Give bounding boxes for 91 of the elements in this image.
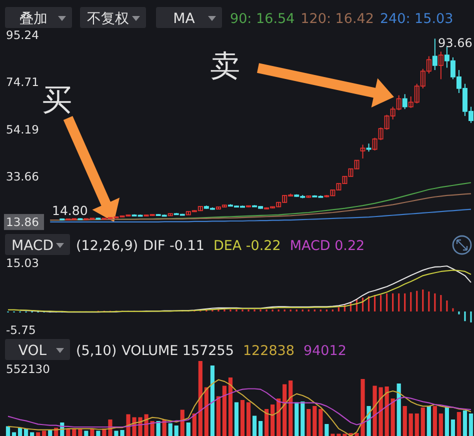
bar — [246, 402, 251, 436]
bar — [30, 432, 34, 436]
bar — [198, 361, 202, 436]
bar — [282, 384, 287, 436]
bar — [288, 380, 293, 436]
legend-title: VOL — [18, 343, 47, 359]
bar — [252, 416, 257, 436]
bar — [12, 432, 16, 436]
bar — [168, 423, 172, 436]
y-tick-label: 15.03 — [6, 256, 39, 270]
bar — [414, 414, 419, 436]
bar — [300, 402, 305, 436]
bar — [396, 384, 401, 436]
bar — [192, 414, 196, 436]
bar — [228, 378, 233, 436]
bar — [240, 400, 245, 436]
bar — [462, 410, 468, 436]
bar — [384, 386, 389, 436]
bar — [180, 410, 184, 436]
bar — [264, 409, 269, 436]
bar — [78, 428, 82, 436]
bar — [306, 409, 311, 436]
bar — [6, 426, 10, 436]
y-tick-label: 54.19 — [6, 122, 39, 136]
y-tick-label: 95.24 — [6, 28, 39, 42]
text: 叠加 — [20, 11, 48, 27]
bar — [408, 414, 413, 436]
y-tick-label: 33.66 — [6, 170, 39, 184]
y-tick-label: -5.75 — [6, 323, 36, 337]
candlestick — [402, 94, 408, 110]
annotation: 93.66 — [438, 36, 472, 50]
legend-title: MA — [173, 11, 196, 27]
line-series — [50, 193, 472, 221]
text: MACD 0.22 — [290, 238, 365, 254]
bar — [366, 406, 371, 436]
bar — [258, 421, 263, 436]
text: 不复权 — [87, 11, 129, 27]
bar — [18, 428, 22, 436]
bar — [426, 406, 431, 436]
text: 120: 16.42 — [300, 11, 374, 27]
bar — [42, 430, 46, 436]
candlestick — [360, 144, 366, 159]
bar — [96, 430, 100, 436]
text: DIF -0.11 — [143, 238, 204, 254]
annotation: 买 — [42, 83, 72, 118]
bar — [150, 421, 154, 436]
candlestick — [432, 38, 438, 71]
bar — [156, 421, 160, 436]
bar — [390, 398, 395, 436]
bar — [324, 424, 329, 436]
text: 90: 16.54 — [230, 11, 295, 27]
text: (12,26,9) — [76, 238, 138, 254]
y-tick-label: 74.71 — [6, 75, 39, 90]
legend-title: MACD — [12, 238, 54, 254]
annotation: 卖 — [210, 49, 240, 84]
bar — [216, 396, 220, 436]
bar — [450, 420, 455, 436]
bar — [312, 406, 317, 436]
y-tick-label: 13.86 — [6, 215, 39, 229]
bar — [84, 430, 88, 436]
text: DEA -0.22 — [213, 238, 281, 254]
bar — [294, 402, 299, 436]
bar — [468, 414, 474, 436]
bar — [270, 404, 275, 436]
bar — [222, 386, 227, 436]
text: VOLUME 157255 — [122, 343, 234, 359]
bar — [210, 366, 214, 436]
text: 240: 15.03 — [380, 11, 454, 27]
bar — [318, 409, 323, 436]
bar — [372, 386, 377, 436]
text: 122838 — [242, 343, 294, 359]
bar — [186, 422, 190, 436]
annotation: 552130 — [6, 362, 50, 376]
text: (5,10) — [76, 343, 117, 359]
bar — [276, 398, 281, 436]
bar — [204, 387, 208, 436]
bar — [378, 387, 383, 436]
bar — [420, 408, 425, 436]
bar — [174, 426, 178, 436]
bar — [438, 414, 443, 436]
bar — [402, 406, 407, 436]
bar — [72, 428, 76, 436]
annotation: 14.80 — [52, 203, 88, 218]
bar — [36, 432, 40, 436]
bar — [432, 406, 437, 436]
bar — [444, 406, 449, 436]
candlestick — [438, 51, 444, 80]
bar — [48, 430, 52, 436]
text: 94012 — [304, 343, 346, 359]
bar — [234, 402, 239, 436]
bar — [456, 412, 462, 436]
